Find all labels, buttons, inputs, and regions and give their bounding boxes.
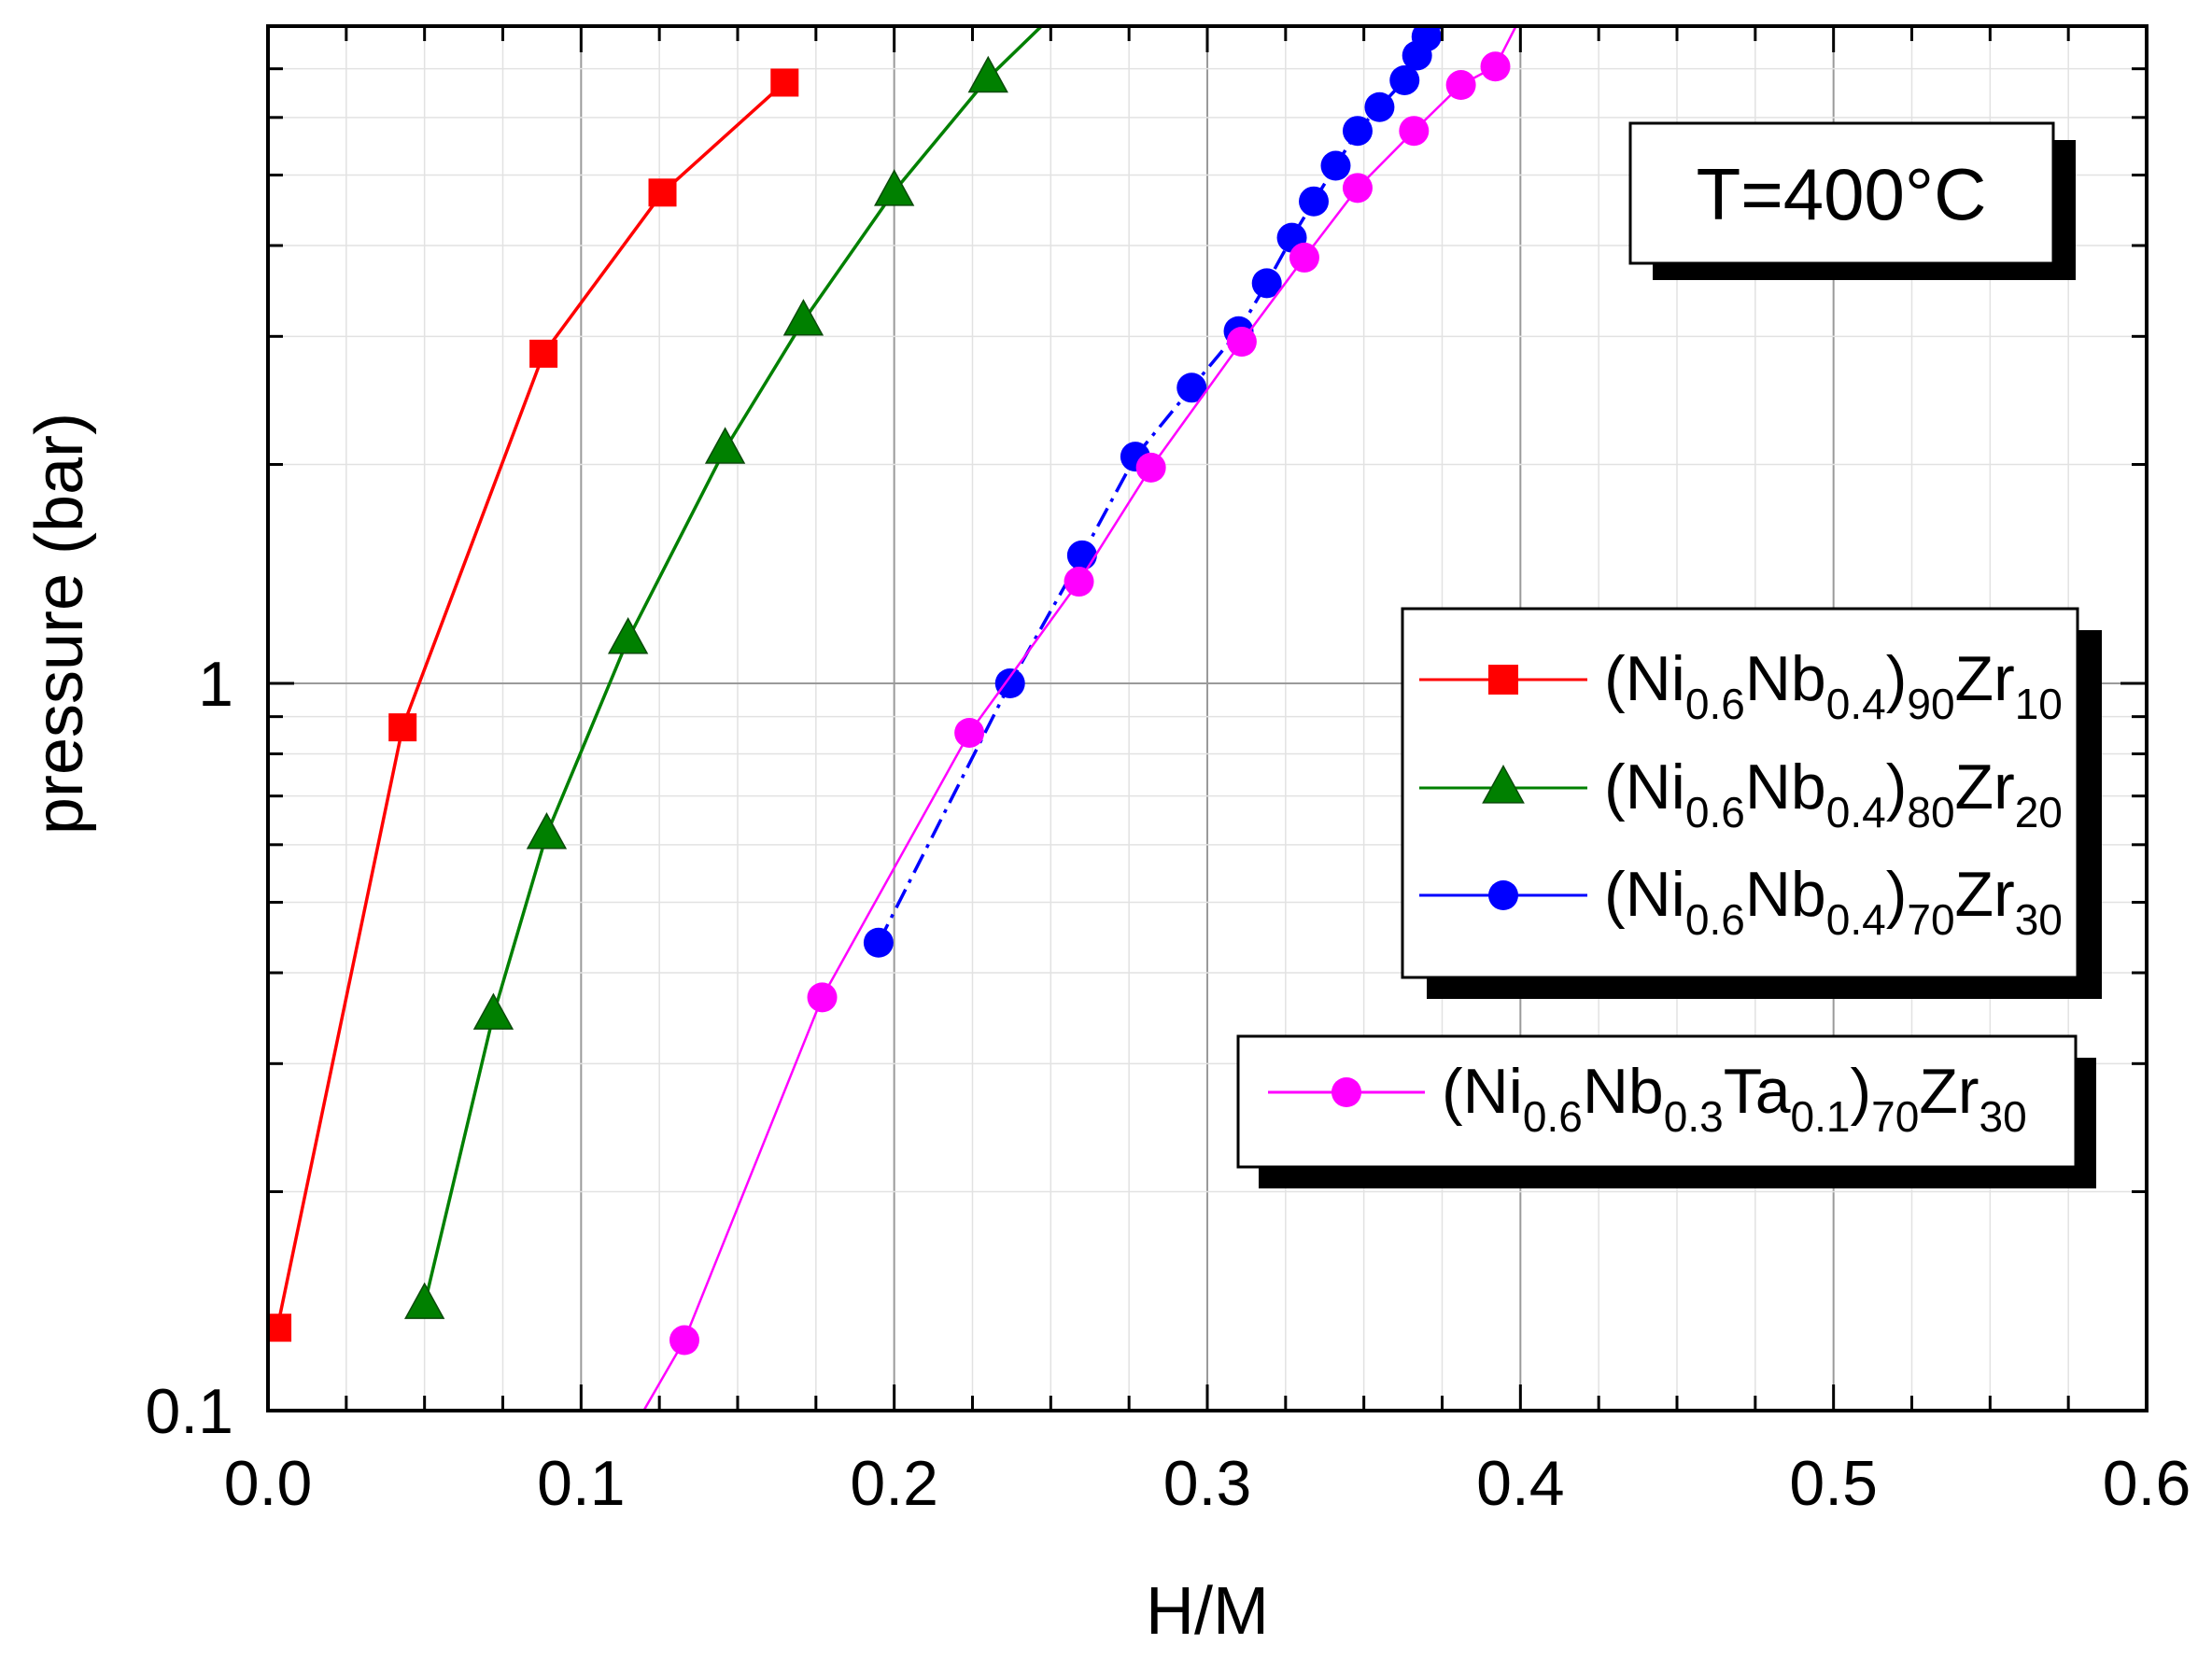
series-line xyxy=(275,81,786,1328)
data-point xyxy=(1299,186,1330,217)
series-line xyxy=(422,26,1044,1305)
x-tick-label: 0.4 xyxy=(1476,1448,1565,1519)
data-point xyxy=(704,427,746,464)
x-tick-label: 0.3 xyxy=(1163,1448,1252,1519)
axis-tick-labels: 0.0 0.1 0.2 0.3 0.4 0.5 0.60.11 xyxy=(145,649,2191,1519)
data-point xyxy=(1389,64,1420,95)
legend-marker xyxy=(1488,880,1518,910)
data-point xyxy=(388,713,417,742)
data-point xyxy=(669,1325,699,1356)
data-point xyxy=(1399,116,1430,147)
y-tick-label: 0.1 xyxy=(145,1376,233,1447)
data-point xyxy=(863,927,894,958)
data-point xyxy=(954,717,985,748)
y-tick-label: 1 xyxy=(198,649,233,720)
data-point xyxy=(967,55,1008,93)
data-point xyxy=(403,1282,445,1319)
data-point xyxy=(526,812,568,850)
data-point xyxy=(1411,26,1442,52)
data-point xyxy=(1433,0,1463,11)
y-axis-label: pressure (bar) xyxy=(22,413,97,835)
series-1 xyxy=(403,26,1044,1319)
data-point xyxy=(770,68,799,97)
data-point xyxy=(807,982,838,1013)
legend-marker xyxy=(1488,665,1518,695)
data-point xyxy=(1342,173,1373,204)
data-point xyxy=(648,178,677,207)
series-3 xyxy=(642,26,1517,1411)
series-0 xyxy=(268,68,799,1342)
legend-secondary: (Ni0.6Nb0.3Ta0.1)70Zr30 xyxy=(1236,1034,2096,1188)
x-tick-label: 0.2 xyxy=(850,1448,938,1519)
legend-marker xyxy=(1331,1077,1361,1107)
data-point xyxy=(1480,51,1511,82)
x-tick-label: 0.6 xyxy=(2103,1448,2191,1519)
data-point xyxy=(1364,91,1395,122)
x-tick-label: 0.1 xyxy=(537,1448,626,1519)
data-point xyxy=(1226,327,1257,358)
legend-marker xyxy=(1482,765,1525,804)
data-point xyxy=(1176,372,1207,403)
data-point xyxy=(472,992,514,1030)
legend-label: (Ni0.6Nb0.4)90Zr10 xyxy=(1604,643,2063,728)
axis-ticks xyxy=(266,24,2149,1411)
x-tick-label: 0.0 xyxy=(224,1448,313,1519)
data-point xyxy=(1064,567,1094,597)
series-layer xyxy=(268,0,1517,1411)
legend-entry: (Ni0.6Nb0.3Ta0.1)70Zr30 xyxy=(1268,1056,2027,1141)
legend-label: (Ni0.6Nb0.3Ta0.1)70Zr30 xyxy=(1442,1056,2027,1141)
data-point xyxy=(1342,116,1373,147)
temperature-annotation: T=400°C xyxy=(1697,153,1987,235)
data-point xyxy=(607,617,649,654)
legend-entry: (Ni0.6Nb0.4)70Zr30 xyxy=(1419,859,2063,944)
data-point xyxy=(1251,268,1282,299)
data-point xyxy=(782,299,824,336)
annotation-box: T=400°C xyxy=(1628,121,2076,280)
data-point xyxy=(1066,540,1097,570)
data-point xyxy=(1135,452,1166,483)
legend-label: (Ni0.6Nb0.4)80Zr20 xyxy=(1604,752,2063,836)
data-point xyxy=(994,668,1025,698)
data-point xyxy=(1320,150,1351,181)
legend-entry: (Ni0.6Nb0.4)90Zr10 xyxy=(1419,643,2063,728)
data-point xyxy=(873,169,915,206)
x-tick-label: 0.5 xyxy=(1789,1448,1878,1519)
series-line xyxy=(877,26,1433,944)
x-axis-label: H/M xyxy=(1146,1574,1269,1649)
data-point xyxy=(1289,242,1319,273)
data-point xyxy=(268,1314,292,1342)
legend-main: (Ni0.6Nb0.4)90Zr10 (Ni0.6Nb0.4)80Zr20 (Ni0… xyxy=(1401,607,2102,999)
data-point xyxy=(529,339,558,368)
legend-entry: (Ni0.6Nb0.4)80Zr20 xyxy=(1419,752,2063,836)
series-2 xyxy=(863,0,1463,958)
data-point xyxy=(1445,70,1476,101)
legend-label: (Ni0.6Nb0.4)70Zr30 xyxy=(1604,859,2063,944)
